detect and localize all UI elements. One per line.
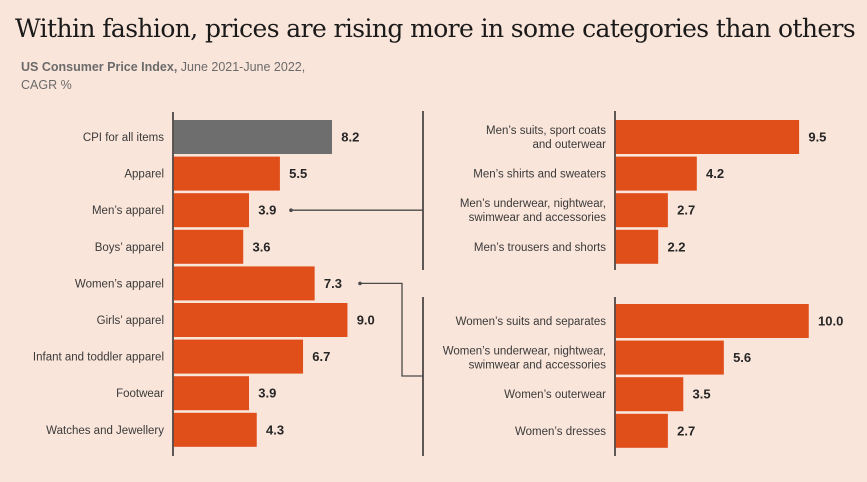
overview-bar (173, 156, 280, 191)
womens-category-label-line: Women’s underwear, nightwear, (443, 346, 606, 358)
overview-value-label: 4.3 (266, 422, 284, 437)
womens-category-label-line: swimwear and accessories (469, 360, 607, 372)
overview-category-label: CPI for all items (83, 132, 164, 144)
womens-value-label: 2.7 (677, 423, 695, 438)
womens-category-label: Women’s outerwear (504, 389, 606, 401)
overview-bar (173, 229, 244, 264)
connectors (289, 111, 424, 456)
overview-value-label: 7.3 (324, 276, 342, 291)
overview-category-label: Men’s apparel (92, 205, 164, 217)
overview-panel: 8.2 CPI for all items 5.5 Apparel 3.9 Men’s a… (33, 112, 375, 456)
womens-value-label: 10.0 (818, 314, 843, 329)
overview-category-label: Boys’ apparel (95, 242, 164, 254)
overview-value-label: 3.6 (252, 239, 270, 254)
overview-value-label: 3.9 (258, 386, 276, 401)
womens-value-label: 5.6 (733, 350, 751, 365)
womens-category-label: Women’s underwear, nightwear, swimwear an… (443, 346, 606, 372)
mens-category-label-line: Men’s suits, sport coats (486, 125, 606, 137)
overview-bar (173, 412, 257, 447)
mens-value-label: 4.2 (706, 166, 724, 181)
overview-category-label: Apparel (124, 169, 164, 181)
overview-category-label: Infant and toddler apparel (33, 352, 164, 364)
mens-breakdown-panel: 9.5 Men’s suits, sport coats and outerwear… (460, 111, 826, 270)
overview-bar (173, 339, 304, 374)
overview-bar (173, 120, 333, 154)
chart-title: Within fashion, prices are rising more i… (15, 14, 856, 43)
womens-value-label: 3.5 (693, 387, 711, 402)
womens-category-label: Women’s dresses (515, 426, 606, 438)
mens-category-label: Men’s trousers and shorts (474, 242, 606, 254)
womens-connector-line (360, 282, 423, 377)
mens-value-label: 2.7 (677, 203, 695, 218)
mens-category-label-line: swimwear and accessories (469, 212, 607, 224)
womens-category-label: Women’s suits and separates (456, 316, 607, 328)
mens-bar (615, 120, 800, 154)
mens-category-label-line: Men’s underwear, nightwear, (460, 198, 606, 210)
mens-bar (615, 156, 697, 191)
overview-category-label: Women’s apparel (75, 278, 164, 290)
chart-subtitle: US Consumer Price Index, June 2021-June … (21, 58, 361, 94)
mens-category-label: Men’s underwear, nightwear, swimwear and … (460, 198, 606, 224)
overview-value-label: 9.0 (357, 313, 375, 328)
overview-bar (173, 376, 250, 411)
overview-value-label: 8.2 (341, 130, 359, 145)
womens-breakdown-panel: 10.0 Women’s suits and separates 5.6 Women’… (443, 297, 843, 456)
subtitle-unit: CAGR % (21, 78, 72, 92)
overview-category-label: Girls’ apparel (97, 315, 164, 327)
subtitle-period: June 2021-June 2022, (177, 60, 306, 74)
mens-value-label: 9.5 (808, 130, 826, 145)
overview-value-label: 3.9 (258, 203, 276, 218)
mens-category-label-line: and outerwear (532, 139, 606, 151)
overview-category-label: Watches and Jewellery (46, 425, 164, 437)
overview-value-label: 6.7 (312, 349, 330, 364)
overview-category-label: Footwear (116, 388, 164, 400)
overview-bar (173, 303, 348, 337)
mens-value-label: 2.2 (667, 239, 685, 254)
womens-bar (615, 340, 724, 375)
mens-category-label: Men’s suits, sport coats and outerwear (486, 125, 606, 151)
overview-bar (173, 266, 315, 301)
mens-category-label: Men’s shirts and sweaters (473, 169, 606, 181)
womens-bar (615, 304, 809, 338)
womens-bar (615, 413, 668, 448)
subtitle-source: US Consumer Price Index, (21, 60, 178, 74)
mens-bar (615, 193, 668, 228)
womens-bar (615, 377, 684, 412)
mens-bar (615, 229, 659, 264)
overview-value-label: 5.5 (289, 166, 307, 181)
overview-bar (173, 193, 250, 228)
